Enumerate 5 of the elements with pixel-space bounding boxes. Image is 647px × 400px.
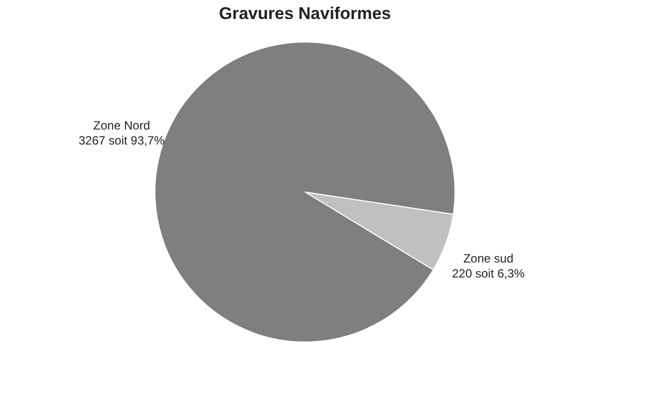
data-label: 3267 soit 93,7% <box>78 134 166 148</box>
chart-title: Gravures Naviformes <box>219 4 391 23</box>
slice-label: Zone Nord <box>93 118 150 133</box>
data-label: 220 soit 6,3% <box>452 266 526 280</box>
slice-label: Zone sud <box>463 251 514 266</box>
